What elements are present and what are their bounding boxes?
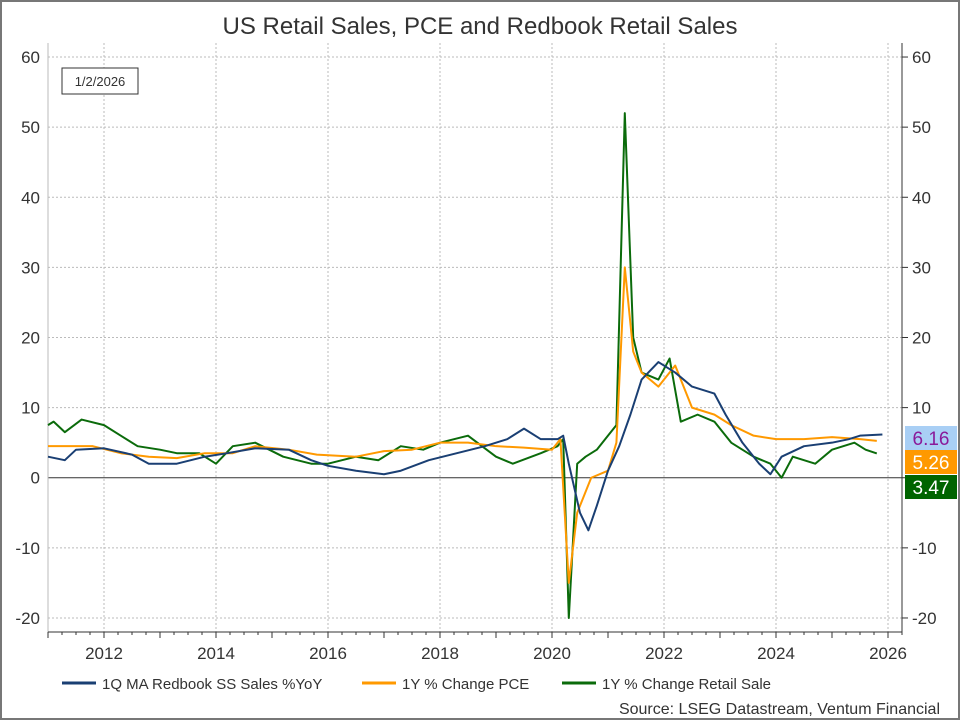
y-tick-label-right: -20: [912, 609, 937, 628]
y-tick-label-left: 10: [21, 399, 40, 418]
last-value-badge: [905, 475, 957, 499]
chart-title: US Retail Sales, PCE and Redbook Retail …: [223, 13, 738, 40]
x-tick-label: 2012: [85, 644, 123, 663]
source-note: Source: LSEG Datastream, Ventum Financia…: [619, 701, 940, 718]
last-value-label: 5.26: [913, 453, 950, 474]
y-tick-label-left: 60: [21, 48, 40, 67]
y-tick-label-right: 40: [912, 188, 931, 207]
x-tick-label: 2024: [757, 644, 795, 663]
date-box: [61, 67, 139, 95]
x-tick-label: 2014: [197, 644, 235, 663]
x-tick-label: 2022: [645, 644, 683, 663]
series-line-0: [47, 361, 883, 532]
y-tick-label-left: 0: [31, 469, 40, 488]
legend-label: 1Y % Change PCE: [402, 676, 529, 693]
x-tick-label: 2020: [533, 644, 571, 663]
y-tick-label-right: 30: [912, 258, 931, 277]
y-tick-label-right: 60: [912, 48, 931, 67]
legend-label: 1Y % Change Retail Sale: [602, 676, 771, 693]
y-tick-label-right: 10: [912, 399, 931, 418]
y-tick-label-left: 30: [21, 258, 40, 277]
series-line-2: [47, 112, 878, 619]
last-value-badge: [905, 450, 957, 474]
y-tick-label-right: 20: [912, 329, 931, 348]
last-value-label: 6.16: [913, 429, 950, 450]
y-tick-label-right: -10: [912, 539, 937, 558]
x-tick-label: 2018: [421, 644, 459, 663]
y-tick-label-left: 40: [21, 188, 40, 207]
y-tick-label-left: -10: [15, 539, 40, 558]
x-tick-label: 2026: [869, 644, 907, 663]
date-box-text: 1/2/2026: [75, 74, 126, 89]
y-tick-label-right: 50: [912, 118, 931, 137]
y-tick-label-left: 50: [21, 118, 40, 137]
series-line-1: [48, 266, 877, 584]
last-value-badge: [905, 426, 957, 450]
last-value-label: 3.47: [913, 478, 950, 499]
legend-label: 1Q MA Redbook SS Sales %YoY: [102, 676, 322, 693]
x-tick-label: 2016: [309, 644, 347, 663]
y-tick-label-left: 20: [21, 329, 40, 348]
y-tick-label-left: -20: [15, 609, 40, 628]
